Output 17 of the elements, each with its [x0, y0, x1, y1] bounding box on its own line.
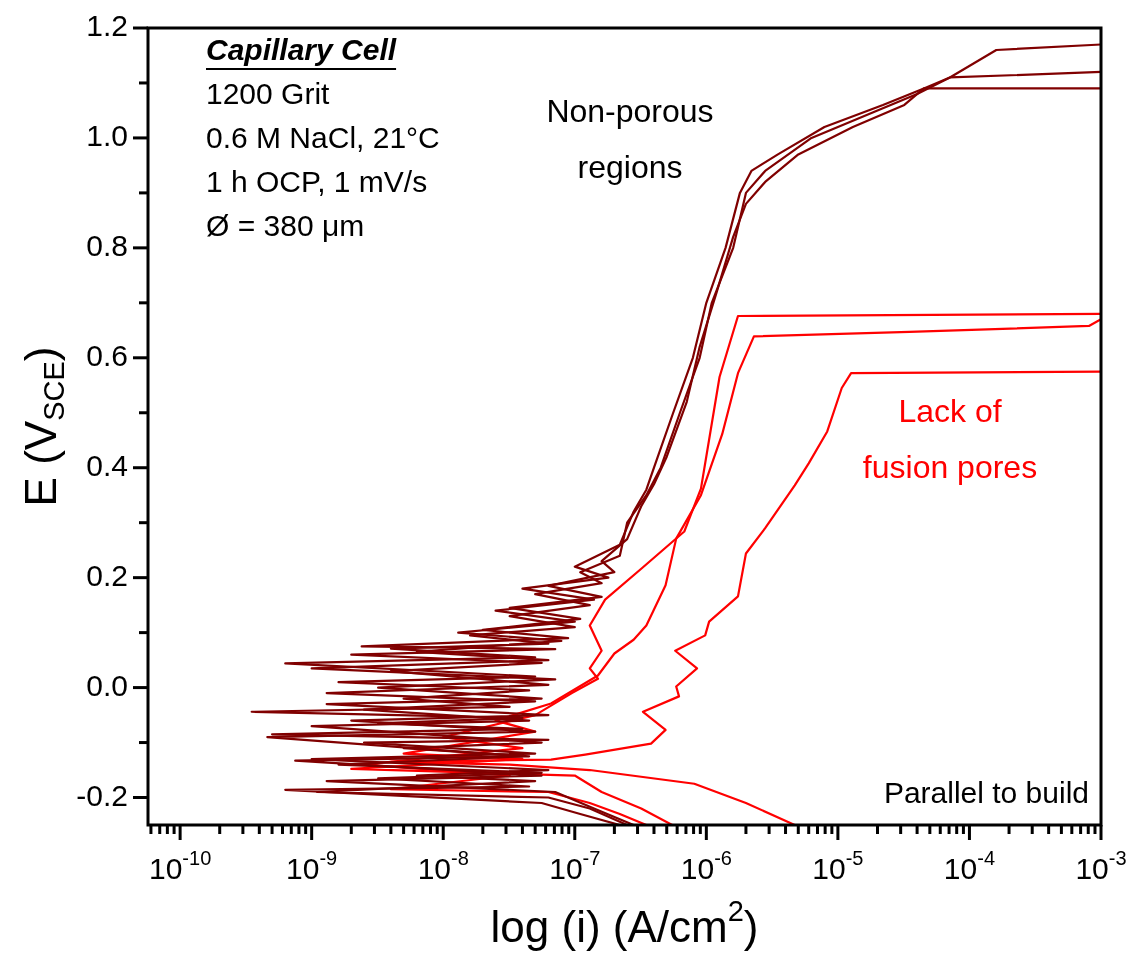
y-tick-label: 1.2	[86, 9, 129, 43]
y-axis-title: E (VSCE)	[16, 346, 71, 507]
y-tick-label: 1.0	[86, 119, 129, 153]
y-tick-label: 0.6	[86, 339, 129, 373]
annotation: Ø = 380 μm	[206, 209, 365, 243]
annotation: 0.6 M NaCl, 21°C	[206, 121, 440, 155]
y-tick-label: 0.8	[86, 229, 129, 263]
annotation: Parallel to build	[883, 776, 1089, 810]
y-tick-label: 0.4	[86, 448, 129, 482]
annotation: 1200 Grit	[206, 77, 331, 111]
annotation: Capillary Cell	[206, 33, 397, 67]
y-tick-label: 0.0	[86, 668, 129, 702]
y-tick-label: -0.2	[76, 778, 129, 812]
annotation: Non-porous regions	[546, 92, 714, 185]
y-tick-label: 0.2	[86, 558, 129, 592]
annotation: 1 h OCP, 1 mV/s	[206, 165, 428, 199]
annotation: Lack of fusion pores	[862, 392, 1038, 485]
